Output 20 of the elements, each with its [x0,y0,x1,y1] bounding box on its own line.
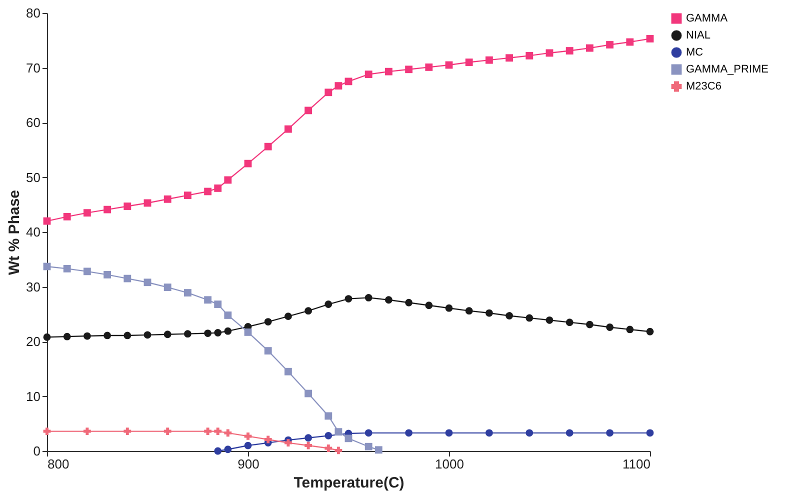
y-tick-label: 0 [33,444,40,458]
legend-label: MC [686,46,704,58]
y-tick-label: 80 [26,6,40,20]
y-axis-title: Wt % Phase [6,190,24,276]
y-tick-label: 70 [26,60,40,76]
x-tick-label: 1000 [435,456,464,472]
y-tick-label: 60 [26,115,40,130]
y-tick-label: 30 [26,279,40,294]
y-tick-label: 40 [26,224,40,240]
legend-label: M23C6 [686,80,722,92]
y-tick-label: 20 [26,334,40,349]
x-tick-label: 1100 [622,456,650,472]
legend-label: GAMMA_PRIME [686,64,769,76]
x-tick-label: 900 [238,456,260,472]
legend-label: NIAL [686,30,710,42]
y-tick-label: 10 [26,388,40,404]
y-tick-label: 50 [26,170,40,185]
x-tick-label: 800 [48,456,70,472]
legend-label: GAMMA [686,12,728,24]
x-axis-title: Temperature(C) [294,474,404,492]
